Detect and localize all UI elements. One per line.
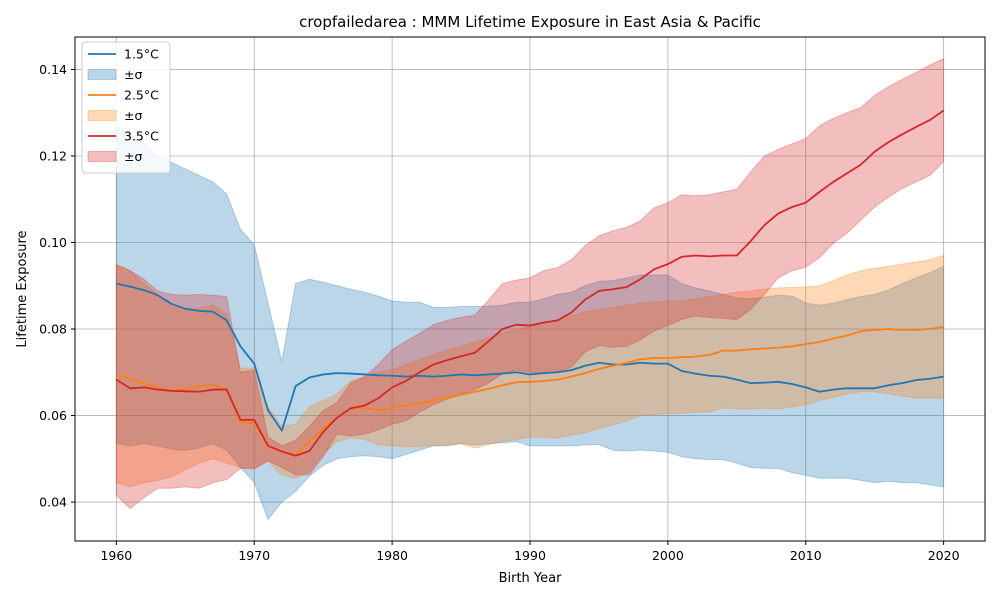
legend-band-swatch-3 [87, 110, 117, 121]
y-axis-label: Lifetime Exposure [15, 230, 30, 347]
legend-label-0: 1.5°C [124, 47, 159, 62]
legend-label-1: ±σ [124, 67, 142, 82]
chart-title: cropfailedarea : MMM Lifetime Exposure i… [299, 13, 761, 31]
axis-ticks: 1960 1970 1980 1990 2000 2010 2020 0.04 0.06 0.08… [39, 62, 959, 563]
series-line-0 [116, 282, 944, 432]
sigma-band-0 [115, 124, 945, 521]
series-line-1 [116, 325, 944, 456]
y-tick-label-3: 0.10 [39, 235, 67, 250]
y-tick-label-4: 0.12 [39, 148, 67, 163]
y-tick-label-1: 0.06 [39, 408, 67, 423]
legend-band-swatch-5 [87, 151, 117, 162]
legend-label-3: ±σ [124, 108, 142, 123]
grid-lines [75, 37, 985, 541]
legend-label-5: ±σ [124, 149, 142, 164]
x-tick-label-3: 1990 [514, 548, 546, 563]
legend: 1.5°C ±σ 2.5°C ±σ 3.5°C ±σ [81, 41, 171, 174]
series-lines [115, 109, 945, 457]
legend-band-swatch-1 [87, 69, 117, 80]
x-axis-label: Birth Year [499, 571, 563, 586]
y-tick-label-2: 0.08 [39, 322, 67, 337]
series-line-2 [115, 109, 945, 457]
y-tick-label-5: 0.14 [39, 62, 67, 77]
x-tick-label-4: 2000 [652, 548, 684, 563]
y-tick-label-0: 0.04 [39, 495, 67, 510]
sigma-band-2 [115, 57, 945, 510]
x-tick-label-2: 1980 [376, 548, 408, 563]
legend-label-2: 2.5°C [124, 88, 159, 103]
x-tick-label-5: 2010 [790, 548, 822, 563]
x-tick-label-6: 2020 [928, 548, 960, 563]
legend-box [81, 41, 171, 174]
x-tick-label-1: 1970 [238, 548, 270, 563]
x-tick-label-0: 1960 [100, 548, 132, 563]
legend-label-4: 3.5°C [124, 129, 159, 144]
